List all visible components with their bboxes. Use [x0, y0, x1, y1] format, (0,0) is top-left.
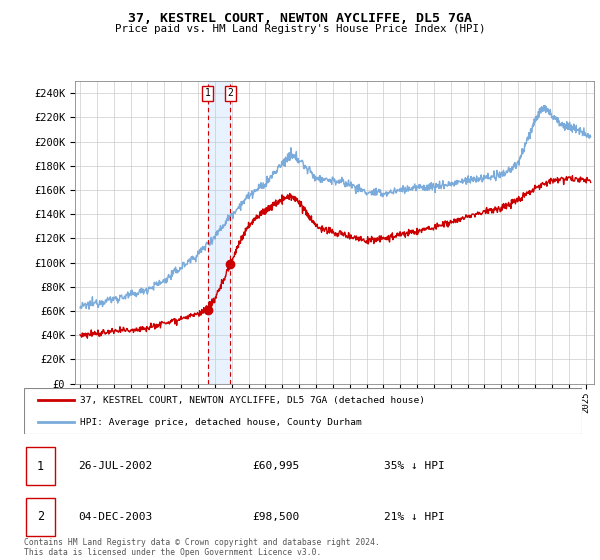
Text: 1: 1	[205, 88, 211, 99]
Text: 37, KESTREL COURT, NEWTON AYCLIFFE, DL5 7GA: 37, KESTREL COURT, NEWTON AYCLIFFE, DL5 …	[128, 12, 472, 25]
Bar	[208, 81, 230, 384]
Text: £98,500: £98,500	[252, 512, 299, 521]
Text: 21% ↓ HPI: 21% ↓ HPI	[384, 512, 445, 521]
FancyBboxPatch shape	[26, 498, 55, 535]
FancyBboxPatch shape	[26, 447, 55, 485]
Text: 1: 1	[37, 460, 44, 473]
Text: 35% ↓ HPI: 35% ↓ HPI	[384, 461, 445, 471]
Text: Price paid vs. HM Land Registry's House Price Index (HPI): Price paid vs. HM Land Registry's House …	[115, 24, 485, 34]
FancyBboxPatch shape	[24, 388, 582, 434]
Text: Contains HM Land Registry data © Crown copyright and database right 2024.
This d: Contains HM Land Registry data © Crown c…	[24, 538, 380, 557]
Text: 37, KESTREL COURT, NEWTON AYCLIFFE, DL5 7GA (detached house): 37, KESTREL COURT, NEWTON AYCLIFFE, DL5 …	[80, 395, 425, 404]
Text: 2: 2	[227, 88, 233, 99]
Text: 26-JUL-2002: 26-JUL-2002	[78, 461, 152, 471]
Text: 04-DEC-2003: 04-DEC-2003	[78, 512, 152, 521]
Text: £60,995: £60,995	[252, 461, 299, 471]
Text: HPI: Average price, detached house, County Durham: HPI: Average price, detached house, Coun…	[80, 418, 362, 427]
Text: 2: 2	[37, 510, 44, 523]
